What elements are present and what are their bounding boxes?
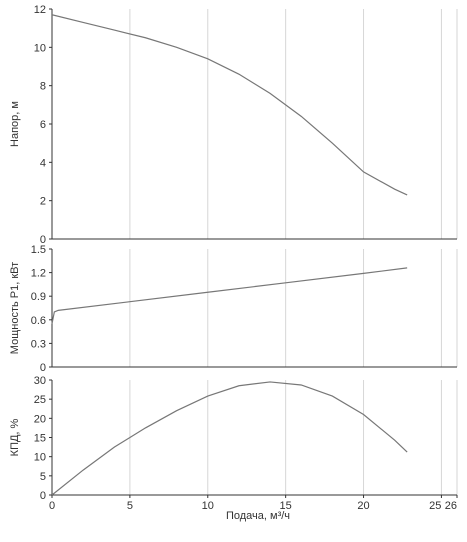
y-tick-label: 10	[34, 452, 46, 464]
y-tick-label: 20	[34, 413, 46, 425]
panel-2: 0 0.3 0.6 0.9 1.2 1.5 Мощность P1, кВт	[9, 244, 458, 374]
series-line	[51, 267, 408, 324]
y-tick-label: 0	[40, 234, 46, 246]
x-axis-label: Подача, м³/ч	[226, 510, 290, 522]
series-line	[51, 14, 408, 196]
y-tick-label: 1.5	[31, 244, 46, 256]
y-tick-label: 12	[34, 4, 46, 16]
x-tick-label: 26	[445, 500, 457, 512]
x-tick-label: 25	[429, 500, 441, 512]
y-tick-label: 5	[40, 471, 46, 483]
panel-3: 0 5 10 15 20 25 30 КПД, % 0 5 10 15 20 25 26	[9, 375, 458, 512]
x-tick-label: 15	[280, 500, 292, 512]
y-tick-label: 0	[40, 362, 46, 374]
x-tick-label: 0	[49, 500, 55, 512]
y-tick-label: 0.6	[31, 315, 46, 327]
y-tick-label: 8	[40, 81, 46, 93]
y-tick-label: 0.9	[31, 291, 46, 303]
y-tick-label: 0.3	[31, 338, 46, 350]
y-tick-label: 4	[40, 157, 46, 169]
panel-1: 0 2 4 6 8 10 12 Напор, м	[9, 4, 458, 246]
y-axis-label: КПД, %	[9, 418, 21, 456]
y-axis-label: Напор, м	[9, 101, 21, 147]
y-tick-label: 15	[34, 433, 46, 445]
y-tick-label: 30	[34, 375, 46, 387]
x-tick-label: 10	[202, 500, 214, 512]
y-tick-label: 10	[34, 42, 46, 54]
series-line	[51, 381, 408, 496]
y-tick-label: 1.2	[31, 268, 46, 280]
y-tick-label: 2	[40, 196, 46, 208]
x-tick-label: 5	[127, 500, 133, 512]
y-axis-label: Мощность P1, кВт	[9, 262, 21, 354]
y-tick-label: 6	[40, 119, 46, 131]
x-tick-label: 20	[357, 500, 369, 512]
y-tick-label: 25	[34, 394, 46, 406]
y-tick-label: 0	[40, 490, 46, 502]
